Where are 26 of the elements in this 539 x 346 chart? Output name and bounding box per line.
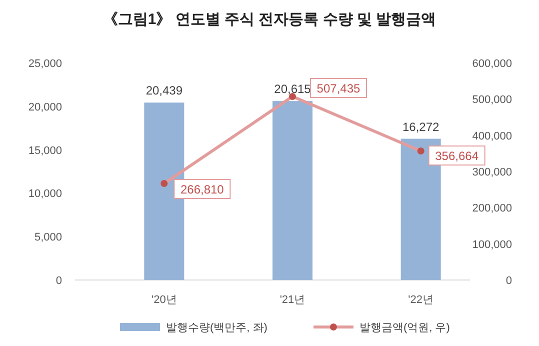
y-tick-label: 10,000 — [28, 188, 62, 200]
y-tick-label: 15,000 — [28, 144, 62, 157]
data-label: 266,810 — [180, 182, 224, 197]
chart-title: 《그림1》 연도별 주식 전자등록 수량 및 발행금액 — [102, 11, 436, 28]
data-label: 507,435 — [316, 81, 361, 96]
x-tick-label: '21년 — [280, 294, 306, 306]
y-tick-label: 0 — [56, 275, 62, 287]
data-label: 20,439 — [146, 84, 183, 98]
y2-tick-label: 500,000 — [472, 94, 512, 106]
y2-tick-label: 600,000 — [472, 58, 512, 70]
y2-tick-label: 0 — [506, 275, 512, 287]
y2-tick-label: 100,000 — [472, 238, 512, 251]
y-tick-label: 5,000 — [34, 232, 62, 244]
y2-tick-label: 300,000 — [472, 166, 512, 178]
data-label: 16,272 — [402, 120, 440, 134]
y2-tick-label: 400,000 — [472, 130, 512, 142]
x-tick-label: '22년 — [408, 294, 434, 306]
y-tick-label: 20,000 — [28, 101, 62, 114]
data-label: 356,664 — [435, 149, 479, 164]
y2-tick-label: 200,000 — [472, 202, 512, 215]
data-label: 20,615 — [274, 82, 312, 96]
legend-label: 발행수량(백만주, 좌) — [166, 322, 268, 334]
y-tick-label: 25,000 — [28, 58, 62, 70]
bar — [272, 101, 312, 280]
legend-label: 발행금액(억원, 우) — [359, 322, 450, 334]
x-tick-label: '20년 — [151, 294, 177, 306]
